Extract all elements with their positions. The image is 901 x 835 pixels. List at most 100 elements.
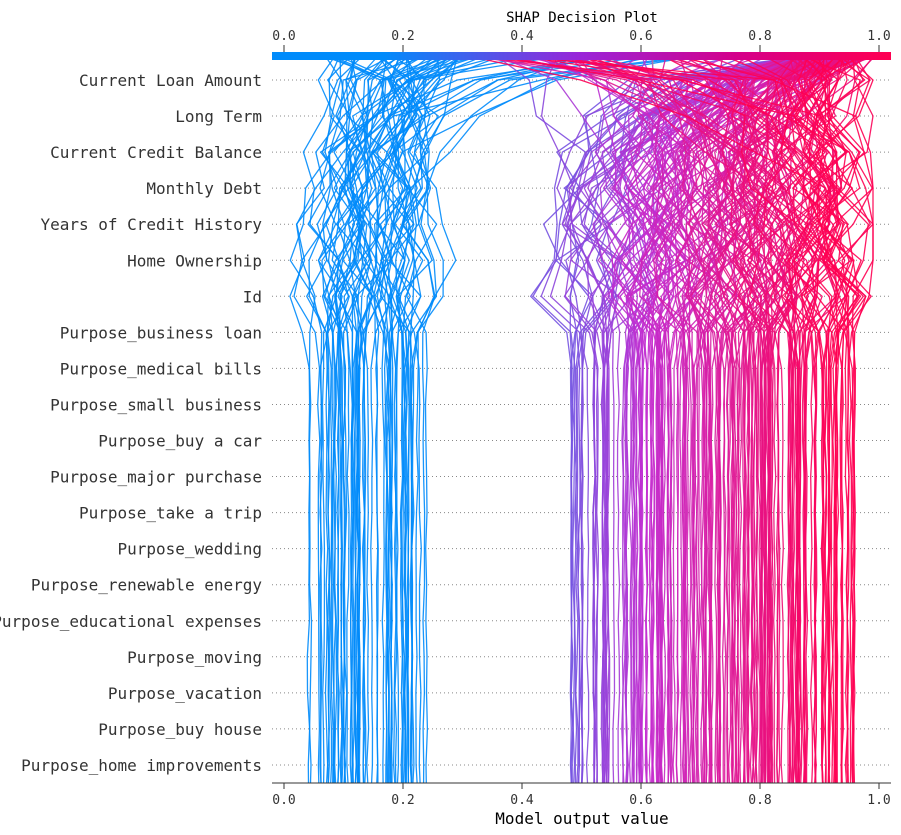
feature-label: Purpose_small business [50,395,262,414]
decision-line [511,55,861,783]
decision-line [289,55,561,784]
decision-line [317,55,479,783]
decision-line [642,55,821,784]
top-tick-label: 0.6 [629,29,652,44]
feature-label: Long Term [175,107,262,126]
decision-line [494,55,862,784]
decision-line [411,55,579,784]
decision-line [391,55,413,784]
feature-label: Purpose_educational expenses [0,612,262,631]
decision-line [658,55,749,784]
decision-line [343,55,501,784]
decision-line [770,55,833,784]
decision-line [601,55,768,784]
decision-lines [289,55,879,784]
decision-line [478,55,690,784]
bottom-tick-label: 0.2 [391,793,414,808]
decision-line [347,55,388,784]
decision-line [632,55,701,784]
decision-line [330,55,415,783]
decision-line [295,55,452,784]
decision-line [804,55,846,783]
top-tick-label: 1.0 [867,29,890,44]
decision-line [339,55,696,784]
decision-line [567,55,699,784]
decision-line [808,55,860,784]
decision-line [338,55,440,784]
decision-line [564,55,816,784]
bottom-tick-label: 0.6 [629,793,652,808]
decision-line [520,55,675,784]
decision-line [702,55,814,784]
decision-line [302,55,363,784]
decision-line [795,55,872,784]
decision-line [543,55,837,783]
decision-line [700,55,797,784]
decision-line [650,55,814,784]
decision-line [347,55,456,784]
decision-line [793,55,865,784]
decision-line [724,55,874,784]
decision-line [742,55,872,784]
top-tick-label: 0.2 [391,29,414,44]
decision-line [685,55,819,784]
bottom-tick-label: 1.0 [867,793,890,808]
decision-line [749,55,873,784]
decision-line [599,55,840,784]
decision-line [611,55,812,784]
decision-line [363,55,443,784]
decision-line [549,55,797,783]
feature-label: Current Loan Amount [79,71,262,90]
feature-label: Purpose_buy house [98,720,262,739]
decision-line [377,55,432,784]
top-tick-label: 0.4 [510,29,534,44]
decision-line [355,55,412,784]
decision-line [350,55,650,784]
feature-label: Current Credit Balance [50,143,262,162]
decision-line [542,55,746,784]
decision-line [779,55,837,784]
feature-label: Purpose_home improvements [21,756,262,775]
decision-line [334,55,368,784]
decision-line [682,55,804,784]
decision-line [326,55,377,784]
feature-label: Purpose_medical bills [60,359,262,378]
decision-line [408,55,462,784]
decision-line [392,55,428,784]
decision-line [308,55,443,784]
decision-line [718,55,850,784]
decision-line [317,55,393,784]
decision-line [573,55,738,784]
decision-line [685,55,829,784]
decision-line [293,55,608,784]
decision-line [808,55,859,784]
feature-label: Purpose_business loan [60,323,262,342]
feature-label: Purpose_renewable energy [31,576,263,595]
decision-line [355,55,651,784]
bottom-tick-label: 0.0 [272,793,295,808]
decision-line [626,55,796,784]
decision-line [802,55,850,784]
decision-line [584,55,857,784]
decision-line [554,55,771,783]
decision-line [383,55,417,784]
decision-line [685,55,832,784]
feature-label: Home Ownership [127,251,262,270]
x-axis-label: Model output value [495,809,668,828]
feature-label: Purpose_major purchase [50,468,262,487]
feature-label: Purpose_moving [127,648,262,667]
feature-label: Id [243,287,262,306]
bottom-tick-label: 0.8 [748,793,771,808]
feature-label: Monthly Debt [146,179,262,198]
decision-line [389,55,435,784]
feature-label: Purpose_vacation [108,684,262,703]
decision-line [732,55,811,784]
decision-line [496,55,670,784]
decision-line [350,55,388,784]
feature-label: Purpose_buy a car [98,432,262,451]
decision-line [378,55,418,784]
top-axis: 0.0 0.2 0.4 0.6 0.8 1.0 [272,29,891,52]
decision-line [639,55,816,784]
decision-line [653,55,831,784]
